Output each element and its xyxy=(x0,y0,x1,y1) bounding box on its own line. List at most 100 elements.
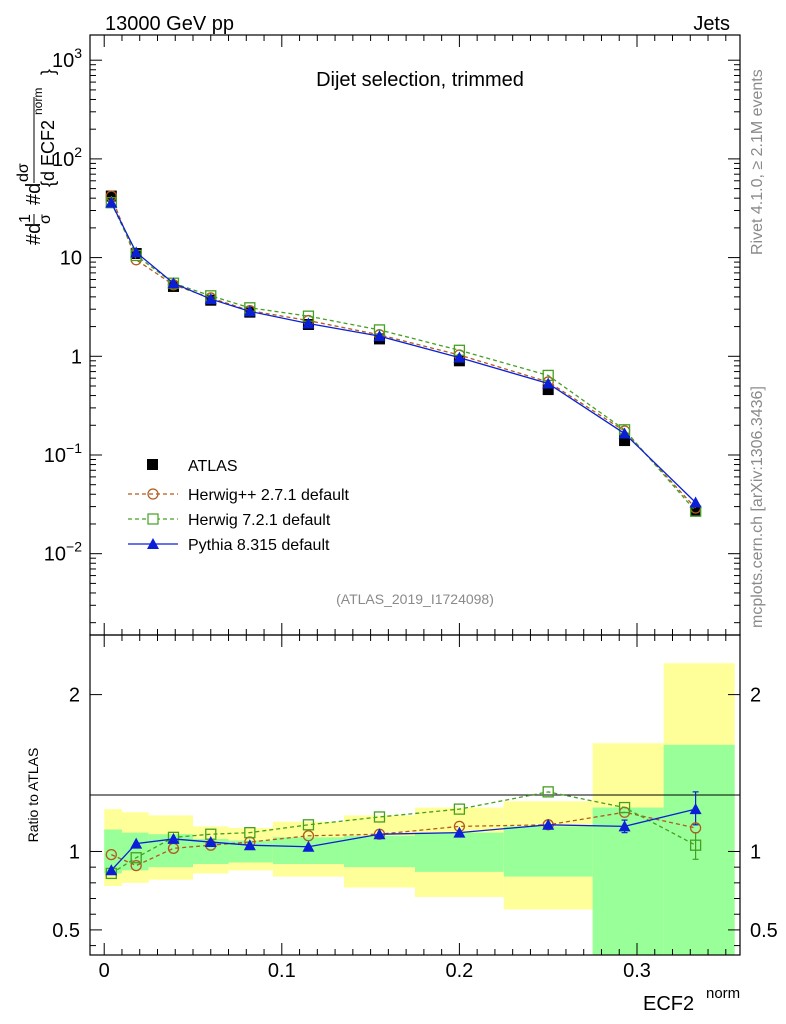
legend-entry-atlas: ATLAS xyxy=(147,458,238,475)
main-y-tick-label: 103 xyxy=(52,45,82,72)
ratio-point-pythia xyxy=(373,828,386,840)
legend-label-pythia: Pythia 8.315 default xyxy=(188,537,330,554)
ratio-point-herwig7 xyxy=(542,786,554,798)
data-point-pythia xyxy=(542,377,555,389)
svg-text:σ: σ xyxy=(37,214,54,224)
data-point-pythia xyxy=(689,496,702,508)
ratio-point-herwig7 xyxy=(302,819,315,831)
plot-title: Dijet selection, trimmed xyxy=(316,69,524,91)
x-tick-label: 0.2 xyxy=(445,960,473,982)
legend-marker-pythia xyxy=(147,538,159,549)
svg-text:}: } xyxy=(38,69,58,75)
legend-label-herwigpp: Herwig++ 2.7.1 default xyxy=(188,487,350,504)
ratio-plot-area xyxy=(105,786,702,880)
main-y-tick-label: 10−2 xyxy=(44,539,82,566)
data-point-pythia xyxy=(130,246,143,258)
main-x-ticks xyxy=(103,35,727,635)
ratio-point-pythia xyxy=(689,803,702,815)
ratio-point-pythia xyxy=(167,832,180,844)
data-point-pythia xyxy=(204,293,217,305)
x-tick-label: 0 xyxy=(99,960,110,982)
ratio-point-pythia xyxy=(243,839,256,851)
ratio-frame xyxy=(89,634,741,956)
data-point-atlas xyxy=(542,384,554,396)
ratio-point-herwig7 xyxy=(618,801,631,814)
legend-marker-atlas xyxy=(147,459,158,470)
data-point-pythia xyxy=(302,317,315,329)
main-panel: 10−2 10−1 1 10 102 103 Dijet selection, trimm… xyxy=(15,34,741,636)
rivet-version-label: Rivet 4.1.0, ≥ 2.1M events xyxy=(749,69,766,255)
main-y-axis: 10−2 10−1 1 10 102 103 xyxy=(44,45,740,624)
main-y-axis-label: #d 1 σ #d dσ {d ECF2 norm } xyxy=(15,69,58,245)
mcplots-credit-label: mcplots.cern.ch [arXiv:1306.3436] xyxy=(749,386,766,628)
x-tick-label: 0.1 xyxy=(268,960,296,982)
ratio-line-herwig7 xyxy=(110,791,696,874)
legend-entry-herwigpp: Herwig++ 2.7.1 default xyxy=(128,487,350,504)
data-point-atlas xyxy=(619,435,631,447)
ratio-uncertainty-bands xyxy=(104,663,735,955)
main-y-tick-label: 1 xyxy=(71,346,82,368)
ratio-point-pythia xyxy=(204,836,217,848)
ratio-point-herwig7 xyxy=(244,826,256,839)
band-inner xyxy=(503,826,593,877)
svg-text:#d: #d xyxy=(23,223,45,245)
ratio-point-pythia xyxy=(130,837,143,849)
band-inner xyxy=(343,835,415,868)
header-category-label: Jets xyxy=(693,13,730,35)
ratio-point-herwigpp xyxy=(105,848,117,861)
x-axis-label: ECF2 norm xyxy=(643,985,740,1015)
data-point-pythia xyxy=(453,351,466,363)
data-point-pythia xyxy=(618,427,631,439)
ratio-y-axis: 0.5 0.5 1 1 2 2 xyxy=(52,685,778,947)
svg-text:{d ECF2: {d ECF2 xyxy=(38,120,58,187)
analysis-id-label: (ATLAS_2019_I1724098) xyxy=(336,591,494,607)
band-inner xyxy=(415,832,504,872)
ratio-y-tick-label: 0.5 xyxy=(52,920,80,942)
legend-marker-herwigpp xyxy=(147,488,159,500)
data-point-pythia xyxy=(243,305,256,317)
legend: ATLAS Herwig++ 2.7.1 default Herwig 7.2.… xyxy=(128,458,350,554)
ratio-point-pythia xyxy=(453,826,466,838)
data-point-pythia xyxy=(105,196,118,208)
ratio-point-herwigpp xyxy=(130,859,142,872)
ratio-y-tick-label-right: 2 xyxy=(750,685,761,707)
ratio-y-tick-label-right: 0.5 xyxy=(750,920,778,942)
ratio-point-pythia xyxy=(618,820,631,832)
ratio-x-axis: 0 0.1 0.2 0.3 xyxy=(99,635,727,982)
band-inner xyxy=(592,807,664,955)
main-y-tick-label: 10−1 xyxy=(44,440,82,467)
x-axis-label-sup: norm xyxy=(706,985,740,1002)
ratio-point-herwig7 xyxy=(373,811,386,823)
ratio-point-herwig7 xyxy=(453,803,466,815)
legend-marker-herwig7 xyxy=(147,513,159,525)
svg-text:#d: #d xyxy=(23,183,45,205)
header-beam-label: 13000 GeV pp xyxy=(105,13,234,35)
legend-entry-pythia: Pythia 8.315 default xyxy=(128,537,330,554)
ratio-point-pythia xyxy=(542,818,555,830)
ratio-y-axis-label: Ratio to ATLAS xyxy=(25,748,41,843)
ratio-line-herwigpp xyxy=(111,811,696,867)
ratio-panel: 0.5 0.5 1 1 2 2 0 0.1 0.2 0.3 Ratio to ATLAS xyxy=(25,634,778,982)
legend-label-herwig7: Herwig 7.2.1 default xyxy=(188,512,331,529)
svg-text:norm: norm xyxy=(31,88,45,115)
ratio-y-tick-label: 2 xyxy=(69,685,80,707)
main-y-tick-label: 102 xyxy=(52,144,82,171)
ratio-y-tick-label-right: 1 xyxy=(750,841,761,863)
legend-entry-herwig7: Herwig 7.2.1 default xyxy=(128,512,331,529)
svg-text:dσ: dσ xyxy=(15,163,32,182)
legend-label-atlas: ATLAS xyxy=(188,458,238,475)
x-axis-label-main: ECF2 xyxy=(643,993,694,1015)
ratio-point-pythia xyxy=(105,864,118,876)
main-y-tick-label: 10 xyxy=(60,248,82,270)
x-tick-label: 0.3 xyxy=(623,960,651,982)
ratio-point-herwig7 xyxy=(689,839,702,851)
ratio-point-herwigpp xyxy=(689,822,702,834)
data-point-pythia xyxy=(373,330,386,342)
svg-text:1: 1 xyxy=(17,214,34,223)
ratio-point-herwig7 xyxy=(130,852,142,864)
ratio-point-pythia xyxy=(302,840,315,852)
main-plot-area xyxy=(105,190,702,517)
data-point-pythia xyxy=(167,277,180,289)
band-inner xyxy=(104,829,122,874)
